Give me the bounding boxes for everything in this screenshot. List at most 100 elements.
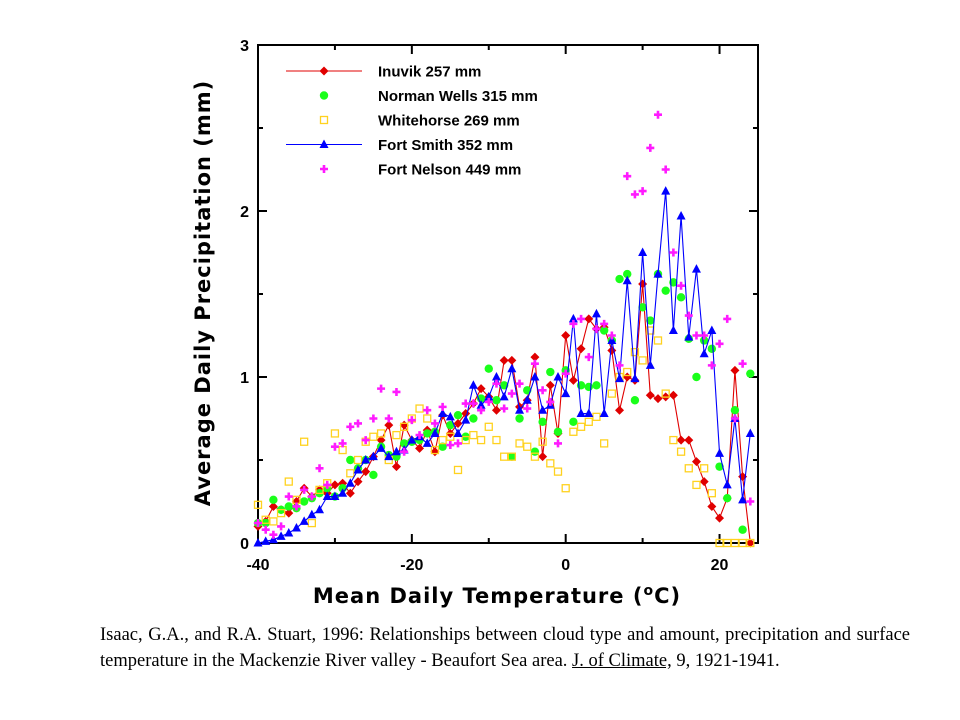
data-point bbox=[384, 414, 393, 423]
data-point bbox=[384, 420, 394, 430]
data-point bbox=[545, 380, 555, 390]
data-point bbox=[645, 360, 655, 369]
data-point bbox=[584, 382, 593, 392]
data-point bbox=[546, 459, 555, 468]
data-point bbox=[538, 405, 548, 414]
data-point bbox=[507, 355, 517, 365]
data-point bbox=[715, 462, 724, 471]
data-point bbox=[330, 491, 340, 501]
data-point bbox=[692, 331, 701, 340]
data-point bbox=[477, 406, 486, 415]
series-line bbox=[257, 283, 751, 544]
data-point bbox=[654, 110, 662, 119]
data-point bbox=[445, 411, 455, 421]
data-point bbox=[668, 390, 678, 400]
data-point bbox=[577, 314, 586, 323]
data-point bbox=[745, 428, 755, 437]
data-point bbox=[561, 484, 570, 493]
data-point bbox=[530, 352, 540, 362]
data-point bbox=[307, 492, 316, 501]
legend-item: Inuvik 257 mm bbox=[286, 64, 481, 81]
data-point bbox=[376, 443, 386, 452]
data-point bbox=[599, 326, 609, 335]
data-point bbox=[330, 442, 339, 451]
data-point bbox=[661, 389, 670, 398]
data-point bbox=[730, 414, 739, 423]
data-point bbox=[399, 439, 409, 448]
data-point bbox=[299, 497, 309, 506]
data-point bbox=[284, 492, 293, 501]
data-point bbox=[584, 408, 594, 418]
data-point bbox=[430, 419, 439, 428]
data-point bbox=[530, 359, 539, 368]
data-point bbox=[661, 186, 671, 195]
data-point bbox=[546, 367, 555, 377]
data-point bbox=[369, 414, 378, 423]
data-point bbox=[730, 406, 740, 415]
data-point bbox=[623, 172, 632, 181]
data-point bbox=[553, 372, 563, 381]
data-point bbox=[415, 431, 424, 440]
data-point bbox=[453, 428, 463, 437]
data-point bbox=[615, 373, 625, 383]
data-point bbox=[307, 518, 316, 528]
data-point bbox=[345, 478, 355, 487]
data-point bbox=[623, 367, 632, 377]
data-point bbox=[646, 143, 655, 152]
data-point bbox=[438, 435, 447, 445]
data-point bbox=[522, 395, 532, 404]
data-point bbox=[730, 365, 740, 375]
data-point bbox=[600, 439, 609, 448]
data-point bbox=[346, 422, 355, 431]
legend-label: Norman Wells 315 mm bbox=[378, 88, 538, 105]
data-point bbox=[676, 210, 686, 220]
data-point bbox=[599, 408, 609, 418]
series-1 bbox=[253, 279, 755, 548]
data-point bbox=[261, 515, 270, 524]
data-point bbox=[268, 534, 278, 544]
data-point bbox=[361, 436, 370, 445]
data-point bbox=[700, 331, 709, 340]
data-point bbox=[515, 379, 524, 388]
data-point bbox=[622, 275, 632, 285]
data-point bbox=[269, 530, 278, 539]
data-point bbox=[615, 405, 625, 415]
data-point bbox=[584, 417, 593, 426]
data-point bbox=[553, 427, 563, 436]
data-point bbox=[584, 353, 593, 362]
data-point bbox=[500, 404, 509, 413]
data-series bbox=[253, 110, 755, 548]
data-point bbox=[715, 448, 725, 457]
data-point bbox=[630, 396, 640, 405]
data-point bbox=[576, 344, 586, 354]
data-point bbox=[407, 435, 417, 444]
data-point bbox=[368, 451, 378, 461]
data-point bbox=[269, 517, 278, 526]
data-point bbox=[607, 389, 616, 398]
data-point bbox=[692, 480, 701, 490]
legend-marker bbox=[320, 165, 328, 173]
data-point bbox=[492, 435, 501, 445]
series-line bbox=[257, 191, 751, 544]
data-point bbox=[338, 445, 347, 455]
data-point bbox=[391, 462, 401, 472]
data-point bbox=[461, 415, 471, 424]
data-point bbox=[638, 279, 648, 289]
data-point bbox=[284, 528, 294, 537]
data-point bbox=[322, 491, 332, 501]
data-point bbox=[315, 464, 324, 473]
data-point bbox=[676, 447, 686, 456]
data-point bbox=[668, 325, 678, 335]
data-point bbox=[638, 187, 647, 196]
data-point bbox=[738, 538, 747, 548]
y-tick-label: 3 bbox=[240, 38, 249, 55]
data-point bbox=[507, 452, 517, 461]
data-point bbox=[446, 420, 455, 430]
citation: Isaac, G.A., and R.A. Stuart, 1996: Rela… bbox=[100, 622, 910, 674]
data-point bbox=[400, 447, 409, 456]
data-point bbox=[684, 311, 693, 320]
data-point bbox=[722, 479, 732, 489]
data-point bbox=[538, 386, 547, 395]
data-point bbox=[561, 369, 570, 378]
x-axis-title: Mean Daily Temperature (oC) bbox=[313, 583, 681, 608]
